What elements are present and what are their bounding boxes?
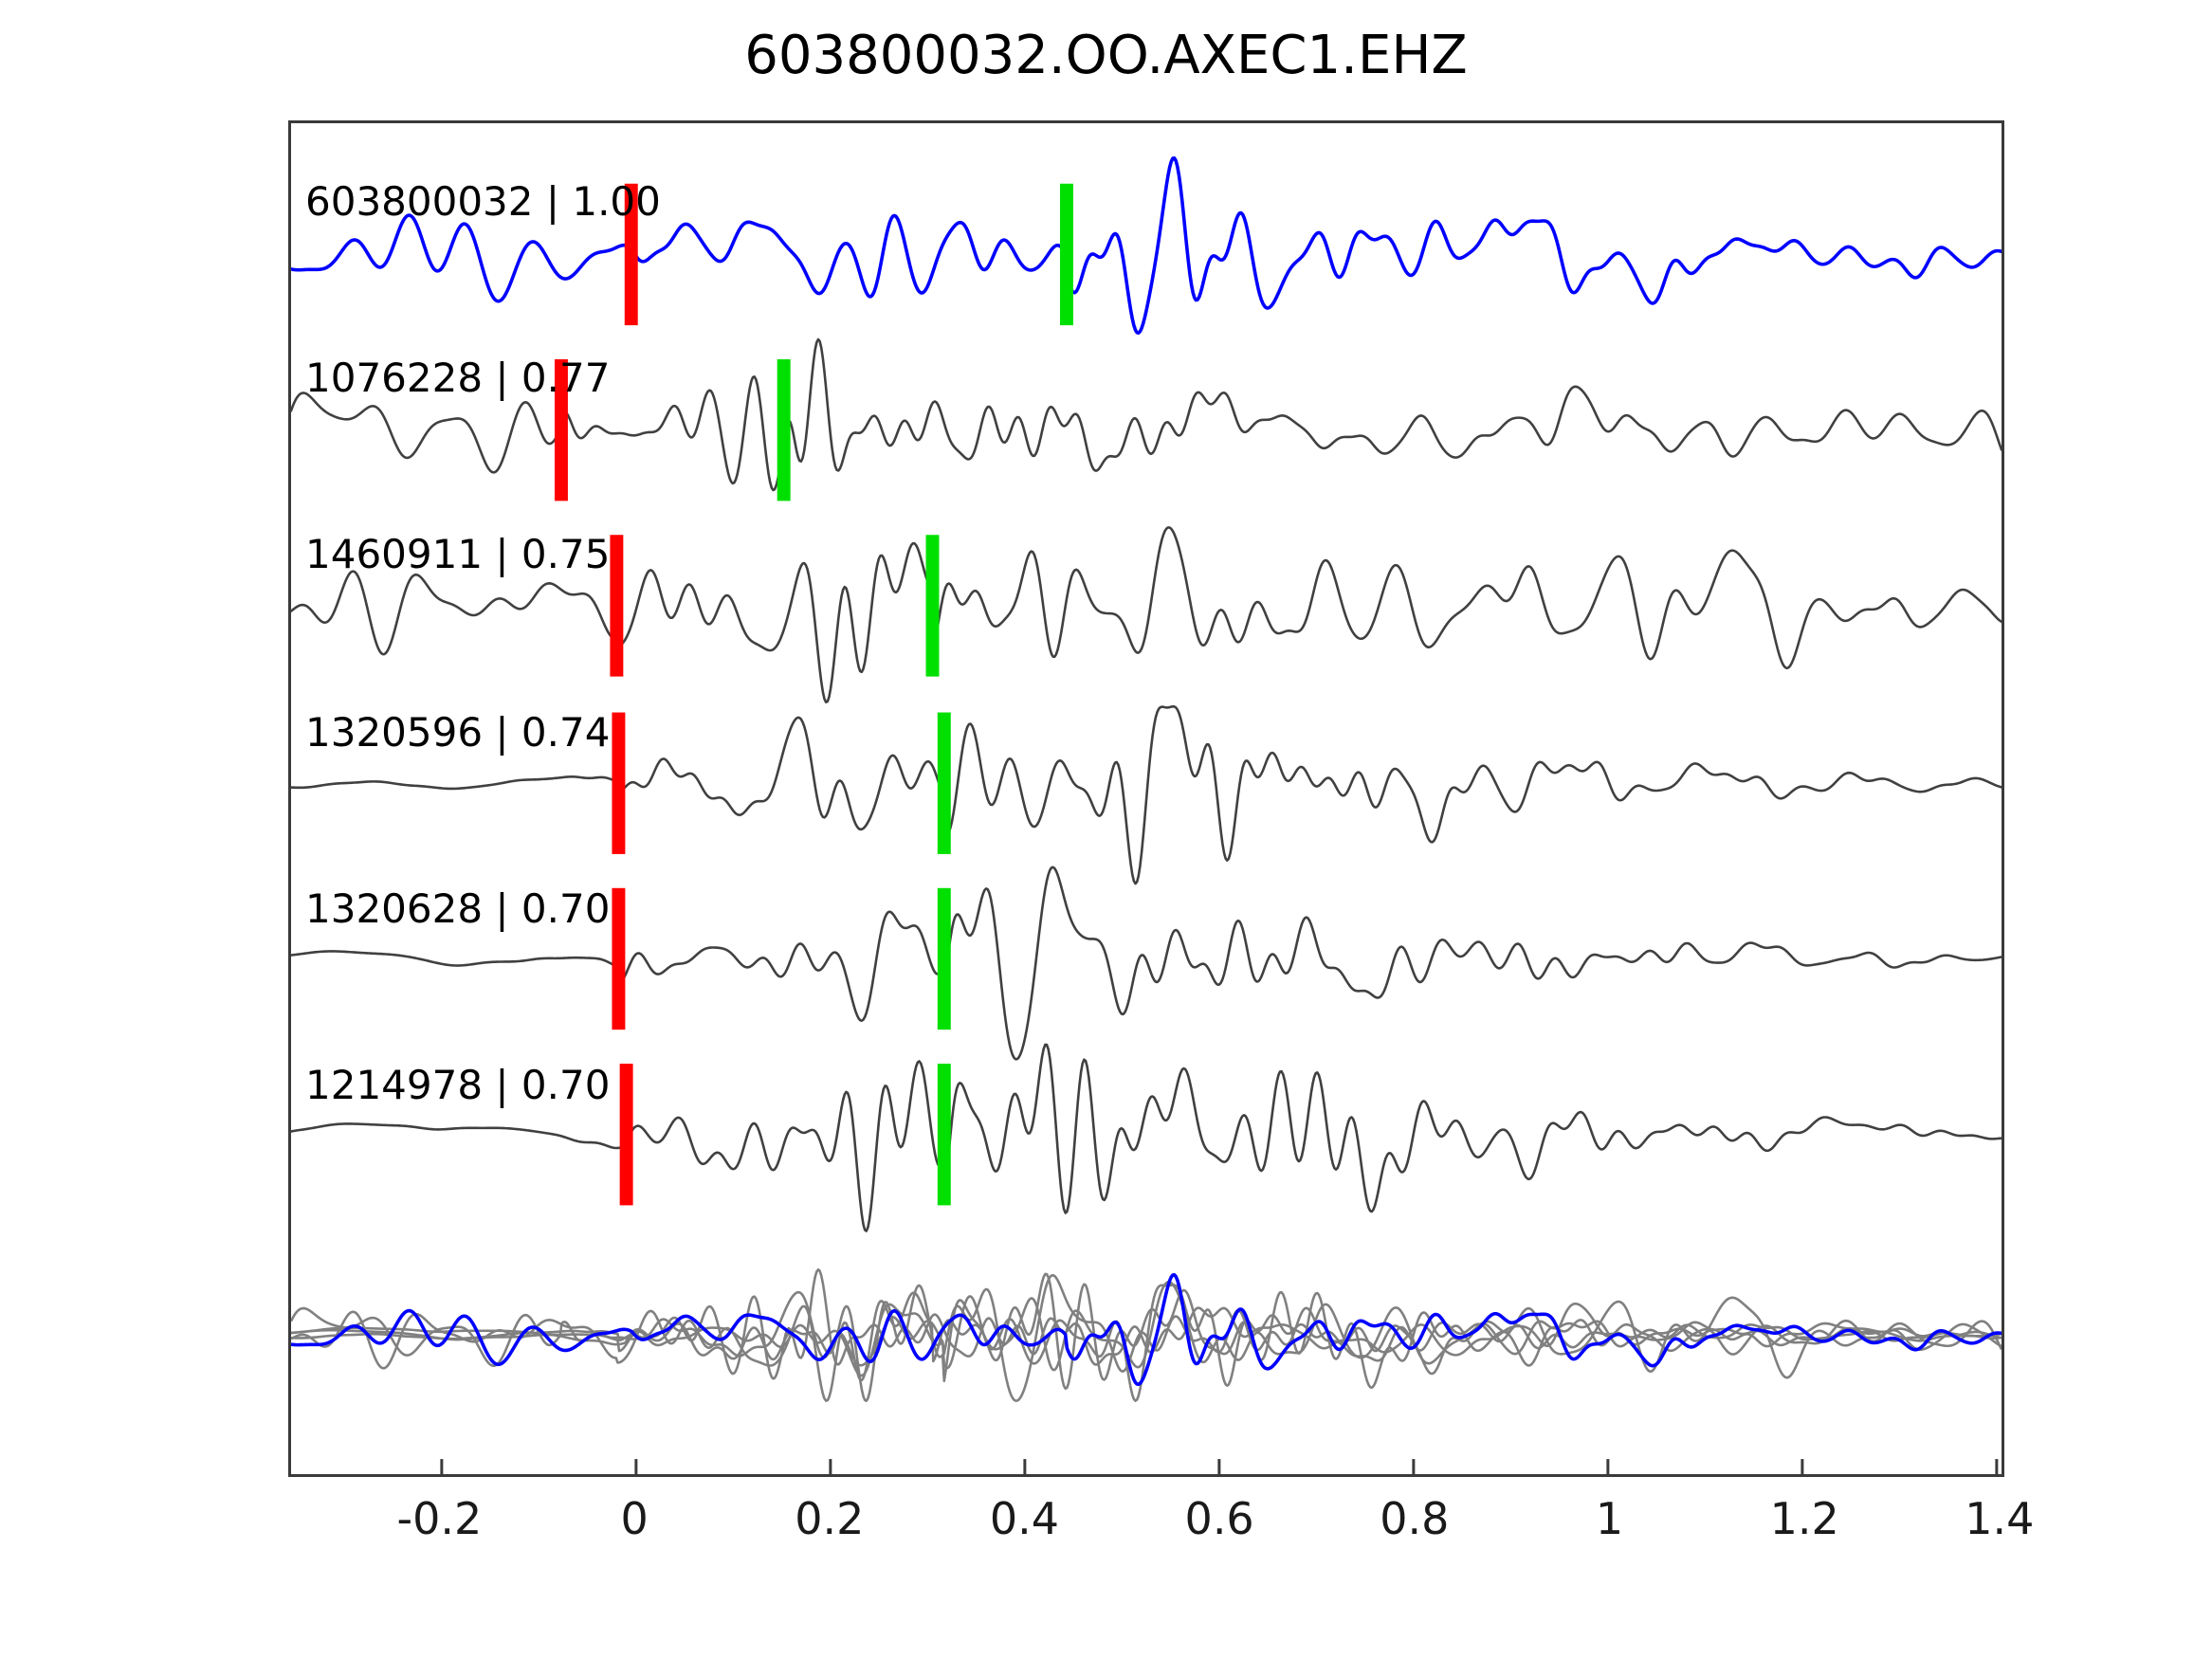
- s-pick-marker: [777, 358, 791, 501]
- x-tick-label: 1: [1595, 1493, 1624, 1544]
- trace-label: 1214978 | 0.70: [305, 1062, 611, 1109]
- s-pick-marker: [937, 712, 951, 854]
- x-tick-label: 0.8: [1380, 1493, 1450, 1544]
- p-pick-marker: [554, 358, 568, 501]
- x-tick-label: 0.6: [1184, 1493, 1254, 1544]
- waveform-trace: [291, 704, 2002, 885]
- stack-overlay-group: [291, 1267, 2002, 1474]
- x-tick-label: 1.2: [1769, 1493, 1839, 1544]
- x-tick-label: 0: [620, 1493, 649, 1544]
- x-tick-label: 0.2: [795, 1493, 865, 1544]
- p-pick-marker: [619, 1064, 633, 1206]
- p-pick-marker: [612, 887, 626, 1030]
- s-pick-marker: [925, 535, 940, 677]
- stack-template-trace: [291, 1272, 2002, 1387]
- s-pick-marker: [937, 1064, 951, 1206]
- page-title: 603800032.OO.AXEC1.EHZ: [744, 25, 1468, 86]
- waveform-trace: [291, 155, 2002, 336]
- s-pick-marker: [937, 887, 951, 1030]
- trace-label: 1460911 | 0.75: [305, 531, 611, 578]
- stack-overlay-trace: [291, 1273, 2002, 1402]
- x-tick-label: 0.4: [989, 1493, 1060, 1544]
- plot-axes: [288, 120, 2004, 1477]
- p-pick-marker: [624, 183, 638, 326]
- trace-label: 1076228 | 0.77: [305, 355, 611, 402]
- picks-group: [554, 183, 1073, 1206]
- waveform-trace: [291, 526, 2002, 704]
- p-pick-marker: [610, 535, 624, 677]
- traces-group: [291, 155, 2002, 1232]
- x-tick-label: -0.2: [396, 1493, 483, 1544]
- s-pick-marker: [1059, 183, 1073, 326]
- stack-overlay-trace: [291, 1267, 2002, 1380]
- trace-label: 1320628 | 0.70: [305, 885, 611, 933]
- x-tick-label: 1.4: [1965, 1493, 2035, 1544]
- waveform-canvas: [291, 155, 2002, 1474]
- p-pick-marker: [612, 712, 626, 854]
- stack-overlay-trace: [291, 1272, 2002, 1402]
- waveform-trace: [291, 337, 2002, 492]
- waveform-trace: [291, 1043, 2002, 1232]
- trace-label: 1320596 | 0.74: [305, 709, 611, 757]
- waveform-trace: [291, 866, 2002, 1061]
- trace-label: 603800032 | 1.00: [305, 178, 661, 225]
